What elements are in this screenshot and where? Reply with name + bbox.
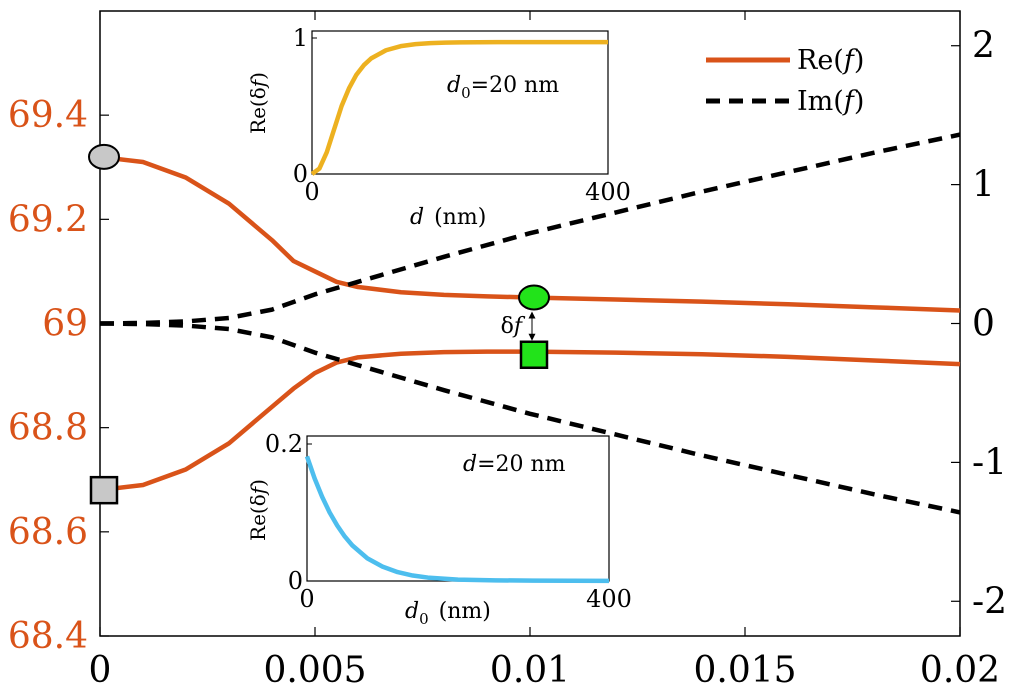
inset-top-xlabel-unit: (nm) (434, 205, 486, 230)
inset-bottom-xlabel-var: d (405, 599, 419, 624)
left-tick-label: 69 (42, 304, 88, 345)
inset-bottom-ylabel-suffix: ) (246, 479, 270, 487)
left-tick-label: 68.4 (8, 616, 88, 657)
re-f-line (99, 154, 961, 313)
inset-bottom-xlabel: d0 (nm) (405, 599, 491, 628)
im-f-line (99, 321, 961, 515)
inset-top-frame (311, 30, 609, 175)
inset-bottom-xlabel-unit: (nm) (439, 599, 491, 624)
left-tick-label: 68.6 (8, 512, 88, 553)
inset-bottom-ylabel: Re(δf) (246, 479, 270, 541)
inset-bottom-frame (306, 435, 610, 582)
legend-re-suffix: ) (854, 45, 865, 76)
inset-bottom-xlabel-sub: 0 (419, 610, 429, 628)
delta-f-label-var: f (512, 314, 526, 339)
inset-bottom-ticks: 0 400 0 0.2 (265, 430, 632, 613)
inset-bottom-x-tick-label: 400 (586, 585, 632, 613)
inset-top-x-tick-label: 0 (304, 178, 319, 206)
inset-top-x-tick-label: 400 (585, 178, 631, 206)
left-tick-label: 69.2 (8, 199, 88, 240)
x-tick-label: 0.02 (920, 650, 1000, 691)
delta-f-arrow-head-bottom (528, 333, 536, 341)
right-tick-label: 2 (972, 26, 995, 67)
inset-bottom-curve (304, 455, 610, 584)
re-f-line (99, 349, 961, 493)
inset-top-ticks: 0 400 0 1 (293, 24, 631, 206)
inset-bottom-y-tick-label: 0.2 (265, 430, 303, 458)
inset-bottom-annotation-rest: =20 nm (477, 452, 566, 477)
x-tick-label: 0.01 (490, 650, 570, 691)
inset-bottom-ylabel-delta: δ (246, 494, 270, 506)
inset-top-y-tick-label: 1 (293, 24, 308, 52)
delta-f-annotation: δf (501, 311, 536, 341)
x-tick-label: 0.015 (693, 650, 796, 691)
gray-circle-marker (88, 143, 120, 170)
main-series (99, 132, 961, 515)
inset-bottom-ylabel-prefix: Re( (246, 506, 270, 541)
inset-top-annotation: d0=20 nm (447, 73, 559, 102)
x-tick-label: 0 (89, 650, 112, 691)
inset-top-y-tick-label: 0 (293, 160, 308, 188)
legend-im-label: Im(f) (797, 86, 864, 117)
right-tick-label: 1 (972, 165, 995, 206)
delta-f-label: δf (501, 314, 526, 339)
delta-f-arrow-head-top (528, 311, 536, 319)
delta-f-label-delta: δ (501, 314, 514, 339)
inset-top-curve (310, 39, 608, 176)
left-tick-label: 68.8 (8, 408, 88, 449)
inset-top-xlabel: d (nm) (410, 205, 486, 230)
inset-bottom-annotation: d=20 nm (463, 452, 566, 477)
inset-bottom-series (304, 455, 610, 584)
inset-top-ylabel-suffix: ) (246, 72, 270, 80)
green-circle-marker (518, 284, 550, 311)
legend-re-label: Re(f) (797, 45, 864, 76)
im-f-line (99, 132, 961, 326)
inset-top-ylabel: Re(δf) (246, 72, 270, 134)
inset-bottom-annotation-var: d (463, 452, 477, 477)
x-tick-label: 0.005 (263, 650, 366, 691)
inset-top-ylabel-delta: δ (246, 87, 270, 99)
legend-im-suffix: ) (854, 86, 865, 117)
inset-top-annotation-sub: 0 (461, 84, 471, 102)
gray-square-marker (89, 475, 119, 505)
inset-bottom-y-tick-label: 0 (288, 567, 303, 595)
main-axes: 0 0.005 0.01 0.015 0.02 68.4 68.6 68.8 69 69.2 69.… (8, 10, 1007, 691)
inset-top-xlabel-var: d (410, 205, 424, 230)
inset-bottom-x-tick-label: 0 (299, 585, 314, 613)
main-ticks: 0 0.005 0.01 0.015 0.02 68.4 68.6 68.8 69 69.2 69.… (8, 11, 1007, 691)
inset-top-annotation-var: d (447, 73, 461, 98)
legend: Re(f) Im(f) (706, 45, 864, 117)
inset-top-annotation-rest: =20 nm (471, 73, 560, 98)
inset-top-series (310, 39, 608, 176)
legend-re-prefix: Re( (797, 45, 844, 76)
legend-im-prefix: Im( (797, 86, 844, 117)
main-markers (88, 143, 550, 505)
right-tick-label: -2 (972, 581, 1007, 622)
inset-top-ylabel-prefix: Re( (246, 99, 270, 134)
green-square-marker (519, 340, 549, 369)
left-tick-label: 69.4 (8, 95, 88, 136)
right-tick-label: -1 (972, 442, 1007, 483)
right-tick-label: 0 (972, 304, 995, 345)
